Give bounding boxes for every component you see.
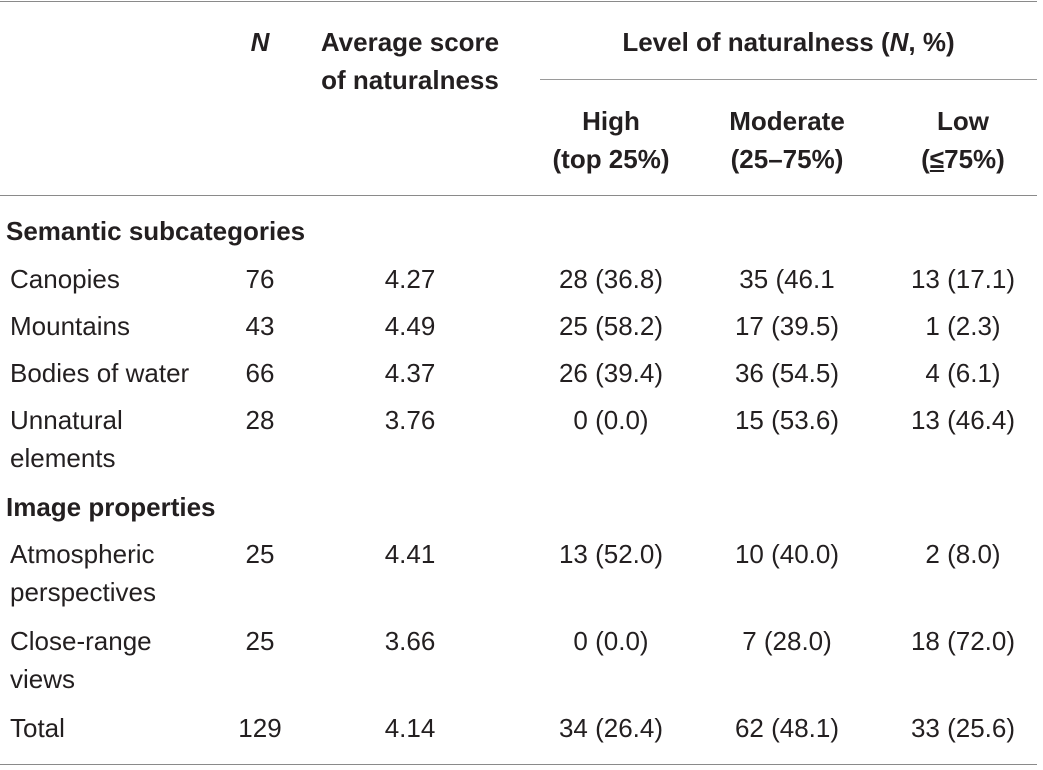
header-low-rest: 75%) — [944, 144, 1005, 174]
row-label: Unnatural elements — [10, 401, 123, 477]
section-image-properties: Image properties — [6, 492, 216, 522]
header-average-line2: of naturalness — [321, 65, 499, 95]
row-n: 76 — [245, 264, 275, 294]
row-average: 3.66 — [384, 626, 436, 656]
row-label: Close-range views — [10, 622, 152, 698]
row-moderate: 35 (46.1 — [739, 264, 835, 294]
level-group-rule — [540, 79, 1037, 80]
header-low-line1: Low — [937, 106, 989, 136]
row-average: 3.76 — [384, 405, 436, 435]
header-moderate-line1: Moderate — [729, 106, 845, 136]
row-n: 25 — [245, 626, 275, 656]
header-level-of-naturalness: Level of naturalness (N, %) — [540, 23, 1037, 61]
row-average: 4.41 — [384, 539, 436, 569]
row-label: Total — [10, 713, 65, 743]
row-n: 66 — [245, 358, 275, 388]
row-n: 28 — [245, 405, 275, 435]
header-level-prefix: Level of naturalness ( — [622, 27, 890, 57]
header-n: N — [250, 27, 270, 57]
row-moderate: 62 (48.1) — [734, 713, 840, 743]
header-average-line1: Average score — [320, 27, 500, 57]
row-n: 43 — [245, 311, 275, 341]
row-label-line1: Unnatural — [10, 405, 123, 435]
row-high: 28 (36.8) — [558, 264, 664, 294]
row-moderate: 15 (53.6) — [734, 405, 840, 435]
bottom-rule — [0, 764, 1037, 765]
header-high-line1: High — [582, 106, 640, 136]
row-label-line1: Close-range — [10, 626, 152, 656]
row-n: 129 — [238, 713, 282, 743]
row-moderate: 17 (39.5) — [734, 311, 840, 341]
row-high: 25 (58.2) — [558, 311, 664, 341]
row-moderate: 10 (40.0) — [734, 539, 840, 569]
row-low: 18 (72.0) — [910, 626, 1016, 656]
row-label: Bodies of water — [10, 358, 190, 388]
row-n: 25 — [245, 539, 275, 569]
header-moderate-line2: (25–75%) — [730, 144, 844, 174]
header-average-score: Average score of naturalness — [300, 23, 520, 99]
header-low-symbol: ≤ — [929, 144, 945, 174]
row-moderate: 7 (28.0) — [742, 626, 832, 656]
header-high: High (top 25%) — [540, 102, 682, 178]
row-label-line1: Atmospheric — [10, 539, 155, 569]
row-label-line2: perspectives — [10, 577, 156, 607]
row-label: Canopies — [10, 264, 120, 294]
row-low: 33 (25.6) — [910, 713, 1016, 743]
row-label: Mountains — [10, 311, 130, 341]
row-high: 13 (52.0) — [558, 539, 664, 569]
header-low-line2: (≤75%) — [896, 140, 1030, 178]
header-level-n: N — [889, 27, 909, 57]
row-high: 26 (39.4) — [558, 358, 664, 388]
row-average: 4.27 — [384, 264, 436, 294]
row-low: 2 (8.0) — [925, 539, 1001, 569]
top-rule — [0, 1, 1037, 2]
row-low: 13 (17.1) — [910, 264, 1016, 294]
header-high-line2: (top 25%) — [552, 144, 670, 174]
row-moderate: 36 (54.5) — [734, 358, 840, 388]
row-label-line2: views — [10, 664, 76, 694]
row-label-line2: elements — [10, 443, 116, 473]
row-high: 34 (26.4) — [558, 713, 664, 743]
row-average: 4.49 — [384, 311, 436, 341]
header-moderate: Moderate (25–75%) — [700, 102, 874, 178]
row-label: Atmospheric perspectives — [10, 535, 156, 611]
row-low: 4 (6.1) — [925, 358, 1001, 388]
row-high: 0 (0.0) — [573, 405, 649, 435]
header-low: Low (≤75%) — [896, 102, 1030, 178]
row-low: 13 (46.4) — [910, 405, 1016, 435]
row-average: 4.37 — [384, 358, 436, 388]
row-low: 1 (2.3) — [925, 311, 1001, 341]
section-semantic-subcategories: Semantic subcategories — [6, 216, 306, 246]
header-bottom-rule — [0, 195, 1037, 196]
row-high: 0 (0.0) — [573, 626, 649, 656]
header-level-suffix: , %) — [908, 27, 955, 57]
row-average: 4.14 — [384, 713, 436, 743]
header-low-open: ( — [921, 144, 930, 174]
